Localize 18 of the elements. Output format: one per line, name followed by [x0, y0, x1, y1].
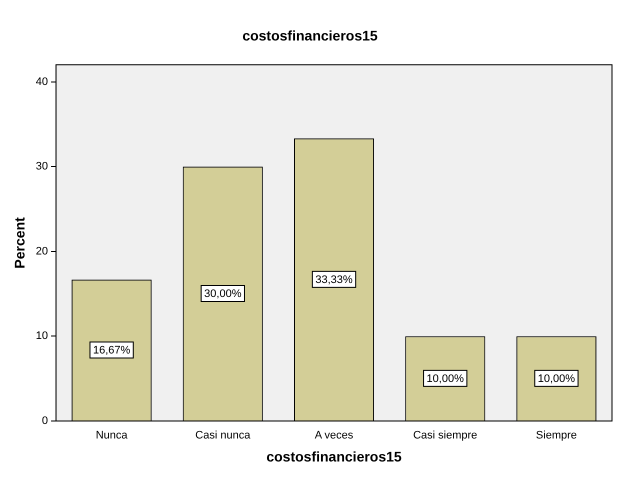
- data-label: 10,00%: [538, 372, 576, 385]
- x-tick-label: Siempre: [536, 430, 577, 442]
- data-label: 30,00%: [204, 288, 242, 300]
- data-label: 16,67%: [92, 344, 130, 357]
- x-tick-label: A veces: [314, 430, 354, 442]
- chart-title: costosfinancieros15: [242, 27, 378, 44]
- y-tick-label: 20: [36, 245, 48, 258]
- y-axis-title: Percent: [11, 216, 28, 269]
- y-tick-label: 10: [36, 330, 48, 342]
- x-tick-label: Nunca: [96, 430, 128, 442]
- x-tick-label: Casi siempre: [413, 430, 478, 442]
- y-tick-label: 40: [36, 76, 48, 88]
- data-label: 33,33%: [315, 274, 353, 286]
- y-tick-label: 30: [36, 160, 48, 173]
- data-label: 10,00%: [426, 372, 464, 385]
- x-tick-label: Casi nunca: [195, 430, 252, 442]
- x-axis-title: costosfinancieros15: [266, 448, 402, 464]
- y-tick-label: 0: [42, 415, 48, 428]
